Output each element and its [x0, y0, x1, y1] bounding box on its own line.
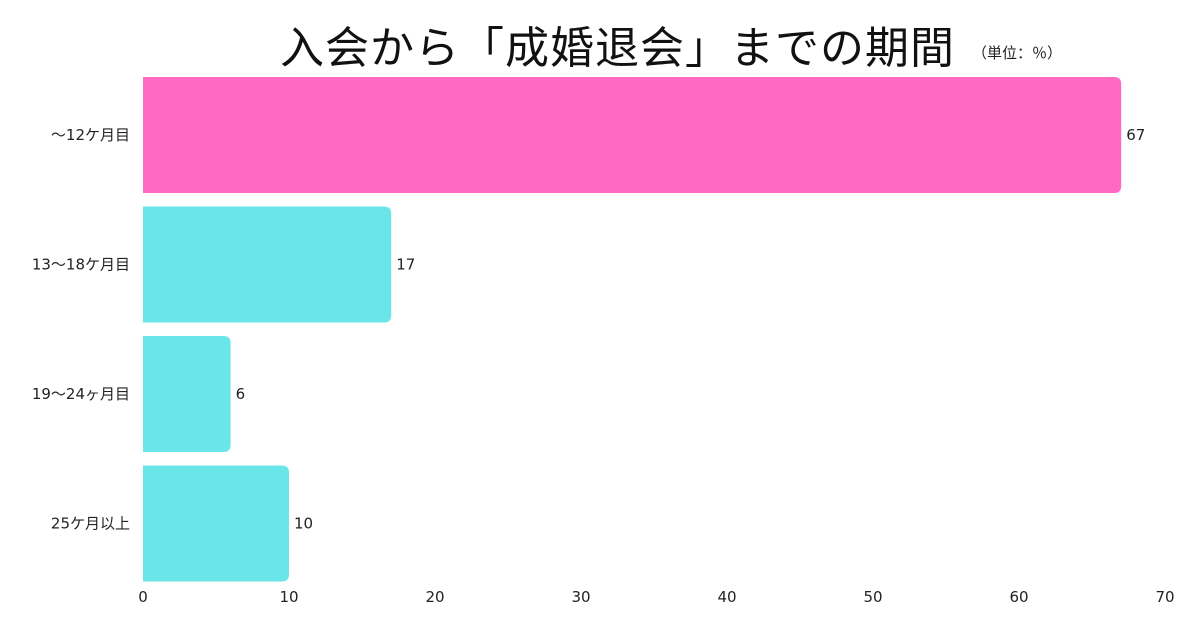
x-tick-label: 60 — [1009, 588, 1028, 606]
x-tick-label: 40 — [717, 588, 736, 606]
bar — [143, 465, 289, 582]
x-tick-label: 30 — [571, 588, 590, 606]
x-tick-label: 20 — [425, 588, 444, 606]
x-tick-label: 0 — [138, 588, 148, 606]
unit-note: （単位：％） — [972, 44, 1063, 62]
value-label: 6 — [236, 385, 246, 403]
bar — [143, 336, 231, 452]
value-label: 67 — [1126, 126, 1145, 144]
bar — [143, 206, 392, 323]
chart-title: 入会から「成婚退会」までの期間 — [280, 23, 955, 74]
x-tick-label: 10 — [279, 588, 298, 606]
category-label: 13〜18ケ月目 — [32, 256, 130, 274]
x-tick-label: 70 — [1155, 588, 1174, 606]
value-label: 10 — [294, 515, 313, 533]
category-label: 19〜24ヶ月目 — [32, 385, 130, 403]
category-label: 25ケ月以上 — [51, 515, 130, 533]
x-tick-label: 50 — [863, 588, 882, 606]
bar — [143, 77, 1122, 193]
category-label: 〜12ケ月目 — [51, 126, 130, 144]
value-label: 17 — [396, 256, 415, 274]
